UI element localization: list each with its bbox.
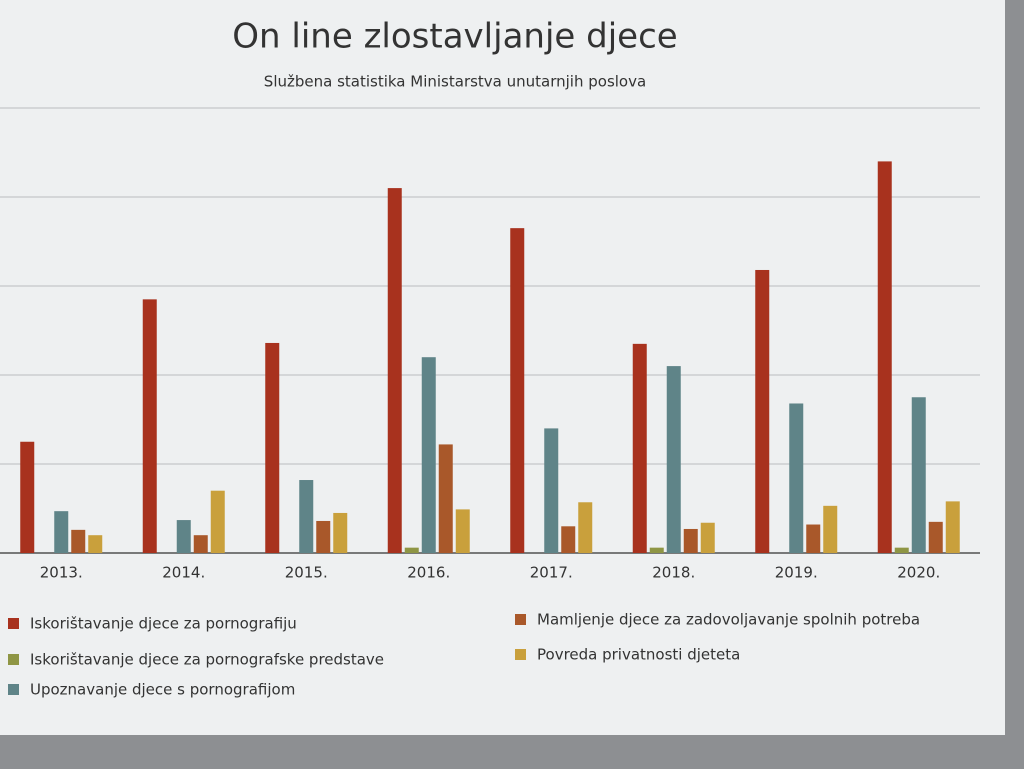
legend-swatch xyxy=(8,684,19,695)
legend-label: Povreda privatnosti djeteta xyxy=(537,646,740,664)
bar xyxy=(299,480,314,553)
bar xyxy=(176,520,191,553)
bar xyxy=(54,511,69,553)
chart-subtitle: Službena statistika Ministarstva unutarn… xyxy=(264,73,646,91)
bar xyxy=(210,490,225,553)
bar xyxy=(510,228,525,553)
legend-label: Mamljenje djece za zadovoljavanje spolni… xyxy=(537,611,920,629)
bar xyxy=(265,342,280,553)
bar xyxy=(455,509,470,553)
bar xyxy=(823,505,838,553)
legend-swatch xyxy=(515,649,526,660)
bar xyxy=(789,403,804,553)
legend-label: Iskorištavanje djece za pornografiju xyxy=(30,615,297,633)
bar xyxy=(632,343,647,553)
bar xyxy=(649,547,664,553)
bar xyxy=(316,520,331,553)
bar xyxy=(387,188,402,553)
legend-swatch xyxy=(8,618,19,629)
bar xyxy=(578,502,593,553)
bar xyxy=(928,521,943,553)
bar xyxy=(71,529,86,553)
bar xyxy=(755,269,770,553)
x-tick-label: 2013. xyxy=(40,564,83,582)
bar xyxy=(700,522,715,553)
bar xyxy=(945,501,960,553)
slide xyxy=(0,0,1005,735)
legend-label: Iskorištavanje djece za pornografske pre… xyxy=(30,651,384,669)
x-tick-label: 2018. xyxy=(652,564,695,582)
bar xyxy=(806,524,821,553)
bar xyxy=(20,441,35,553)
x-tick-label: 2016. xyxy=(407,564,450,582)
x-tick-label: 2019. xyxy=(775,564,818,582)
bar xyxy=(561,526,576,553)
bar xyxy=(544,428,559,553)
chart-title: On line zlostavljanje djece xyxy=(232,17,677,57)
bar xyxy=(421,357,436,553)
bar xyxy=(142,299,157,553)
bar xyxy=(193,535,208,553)
bar xyxy=(88,535,103,553)
bar xyxy=(333,512,348,553)
bar xyxy=(666,366,681,553)
legend-swatch xyxy=(515,614,526,625)
legend-swatch xyxy=(8,654,19,665)
x-tick-label: 2015. xyxy=(285,564,328,582)
bar xyxy=(438,444,453,553)
bar xyxy=(911,397,926,553)
x-tick-label: 2020. xyxy=(897,564,940,582)
bar xyxy=(683,528,698,553)
bar xyxy=(894,547,909,553)
legend-label: Upoznavanje djece s pornografijom xyxy=(30,681,295,699)
bar xyxy=(404,547,419,553)
x-tick-label: 2017. xyxy=(530,564,573,582)
bar xyxy=(877,161,892,553)
x-tick-label: 2014. xyxy=(162,564,205,582)
